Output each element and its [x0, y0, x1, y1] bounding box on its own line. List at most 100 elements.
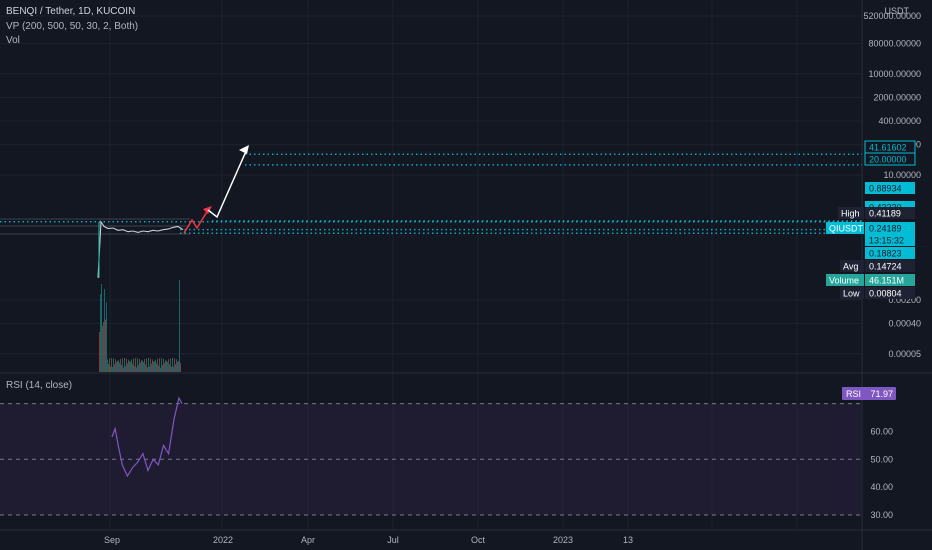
volume-bar	[129, 361, 130, 372]
price-tag-value: 0.24189	[869, 224, 902, 234]
volume-bar	[151, 363, 152, 372]
price-tag-box	[865, 287, 915, 299]
volume-bar	[137, 358, 138, 372]
price-tag-value: 13:15:32	[869, 236, 904, 246]
price-tag-value: 0.18823	[869, 249, 902, 259]
rsi-badge-label: RSI	[846, 389, 861, 399]
volume-bar	[142, 360, 143, 372]
volume-bar	[108, 364, 109, 372]
price-tag-box	[865, 274, 915, 286]
price-tag-value: 0.14724	[869, 262, 902, 272]
volume-bar	[174, 358, 175, 372]
volume-bar	[162, 365, 163, 372]
volume-bar	[153, 361, 154, 372]
volume-bar	[175, 364, 176, 372]
time-label: 2023	[553, 535, 573, 545]
price-tag-box	[865, 222, 915, 234]
volume-bar	[158, 365, 159, 372]
time-label: Sep	[104, 535, 120, 545]
volume-bar	[140, 362, 141, 372]
price-tag-value: 0.88934	[869, 184, 902, 194]
volume-bar	[149, 366, 150, 372]
price-tag-box	[865, 182, 915, 194]
price-tick-label: 10000.00000	[868, 69, 921, 79]
volume-bar	[113, 358, 114, 372]
price-tag-label: Volume	[829, 276, 859, 286]
price-tag-box	[865, 234, 915, 246]
volume-bar	[171, 366, 172, 372]
volume-bar	[119, 362, 120, 372]
volume-bar	[164, 362, 165, 372]
volume-bar	[112, 366, 113, 372]
price-tag-box	[865, 260, 915, 272]
volume-bar	[130, 361, 131, 372]
vp-legend[interactable]: VP (200, 500, 50, 30, 2, Both)	[6, 21, 139, 32]
volume-bar	[177, 361, 178, 372]
volume-bar	[116, 362, 117, 372]
price-tag-value: 41.61602	[869, 143, 907, 153]
volume-bar	[179, 280, 180, 372]
volume-bar	[100, 294, 101, 372]
red-arrow	[183, 209, 209, 234]
price-tick-label: 400.00000	[878, 116, 921, 126]
volume-bar	[147, 367, 148, 372]
volume-bar	[138, 364, 139, 372]
red-arrow-head	[203, 206, 212, 214]
volume-bar	[102, 325, 103, 372]
volume-bar	[144, 359, 145, 372]
volume-bar	[99, 332, 100, 372]
price-tick-label: 0.00005	[888, 349, 921, 359]
volume-bar	[163, 358, 164, 372]
price-tag-label: Avg	[843, 262, 858, 272]
volume-bar	[121, 365, 122, 372]
price-tag-label: QIUSDT	[829, 224, 864, 234]
volume-bar	[160, 367, 161, 372]
time-label: 2022	[213, 535, 233, 545]
volume-bar	[106, 302, 107, 372]
rsi-tick-label: 30.00	[870, 510, 893, 520]
volume-bar	[125, 365, 126, 372]
volume-bar	[145, 364, 146, 372]
price-tag-label-box	[838, 207, 864, 219]
price-tick-label: 2000.00000	[873, 92, 921, 102]
volume-bar	[133, 358, 134, 372]
white-arrow-head	[239, 145, 249, 154]
price-line	[97, 220, 184, 278]
volume-bar	[173, 366, 174, 372]
volume-bar	[168, 359, 169, 372]
volume-bar	[159, 358, 160, 372]
time-label: 13	[623, 535, 633, 545]
volume-bar	[146, 358, 147, 372]
volume-bar	[115, 359, 116, 372]
volume-bar	[178, 360, 179, 372]
volume-bar	[167, 362, 168, 372]
rsi-tick-label: 40.00	[870, 482, 893, 492]
rsi-badge-value: 71.97	[870, 389, 893, 399]
price-tag-label: Low	[843, 289, 860, 299]
time-label: Apr	[301, 535, 315, 545]
volume-bar	[114, 364, 115, 372]
volume-bar	[110, 366, 111, 372]
volume-bar	[170, 358, 171, 372]
volume-bar	[150, 358, 151, 372]
rsi-band	[0, 403, 862, 515]
volume-bar	[165, 360, 166, 372]
volume-bar	[104, 288, 105, 372]
volume-bar	[143, 362, 144, 372]
price-tick-label: 520000.00000	[863, 11, 921, 21]
volume-bar	[132, 363, 133, 372]
price-tag-value: 46.151M	[869, 276, 904, 286]
volume-bar	[101, 284, 102, 372]
volume-bar	[103, 322, 104, 372]
vol-legend[interactable]: Vol	[6, 35, 20, 46]
rsi-legend[interactable]: RSI (14, close)	[6, 380, 73, 391]
price-tick-label: 0.00200	[888, 295, 921, 305]
volume-bar	[120, 358, 121, 372]
volume-bar	[141, 360, 142, 372]
volume-bar	[117, 360, 118, 372]
symbol-legend[interactable]: BENQI / Tether, 1D, KUCOIN	[6, 6, 136, 17]
volume-bar	[134, 366, 135, 372]
volume-bar	[156, 363, 157, 372]
